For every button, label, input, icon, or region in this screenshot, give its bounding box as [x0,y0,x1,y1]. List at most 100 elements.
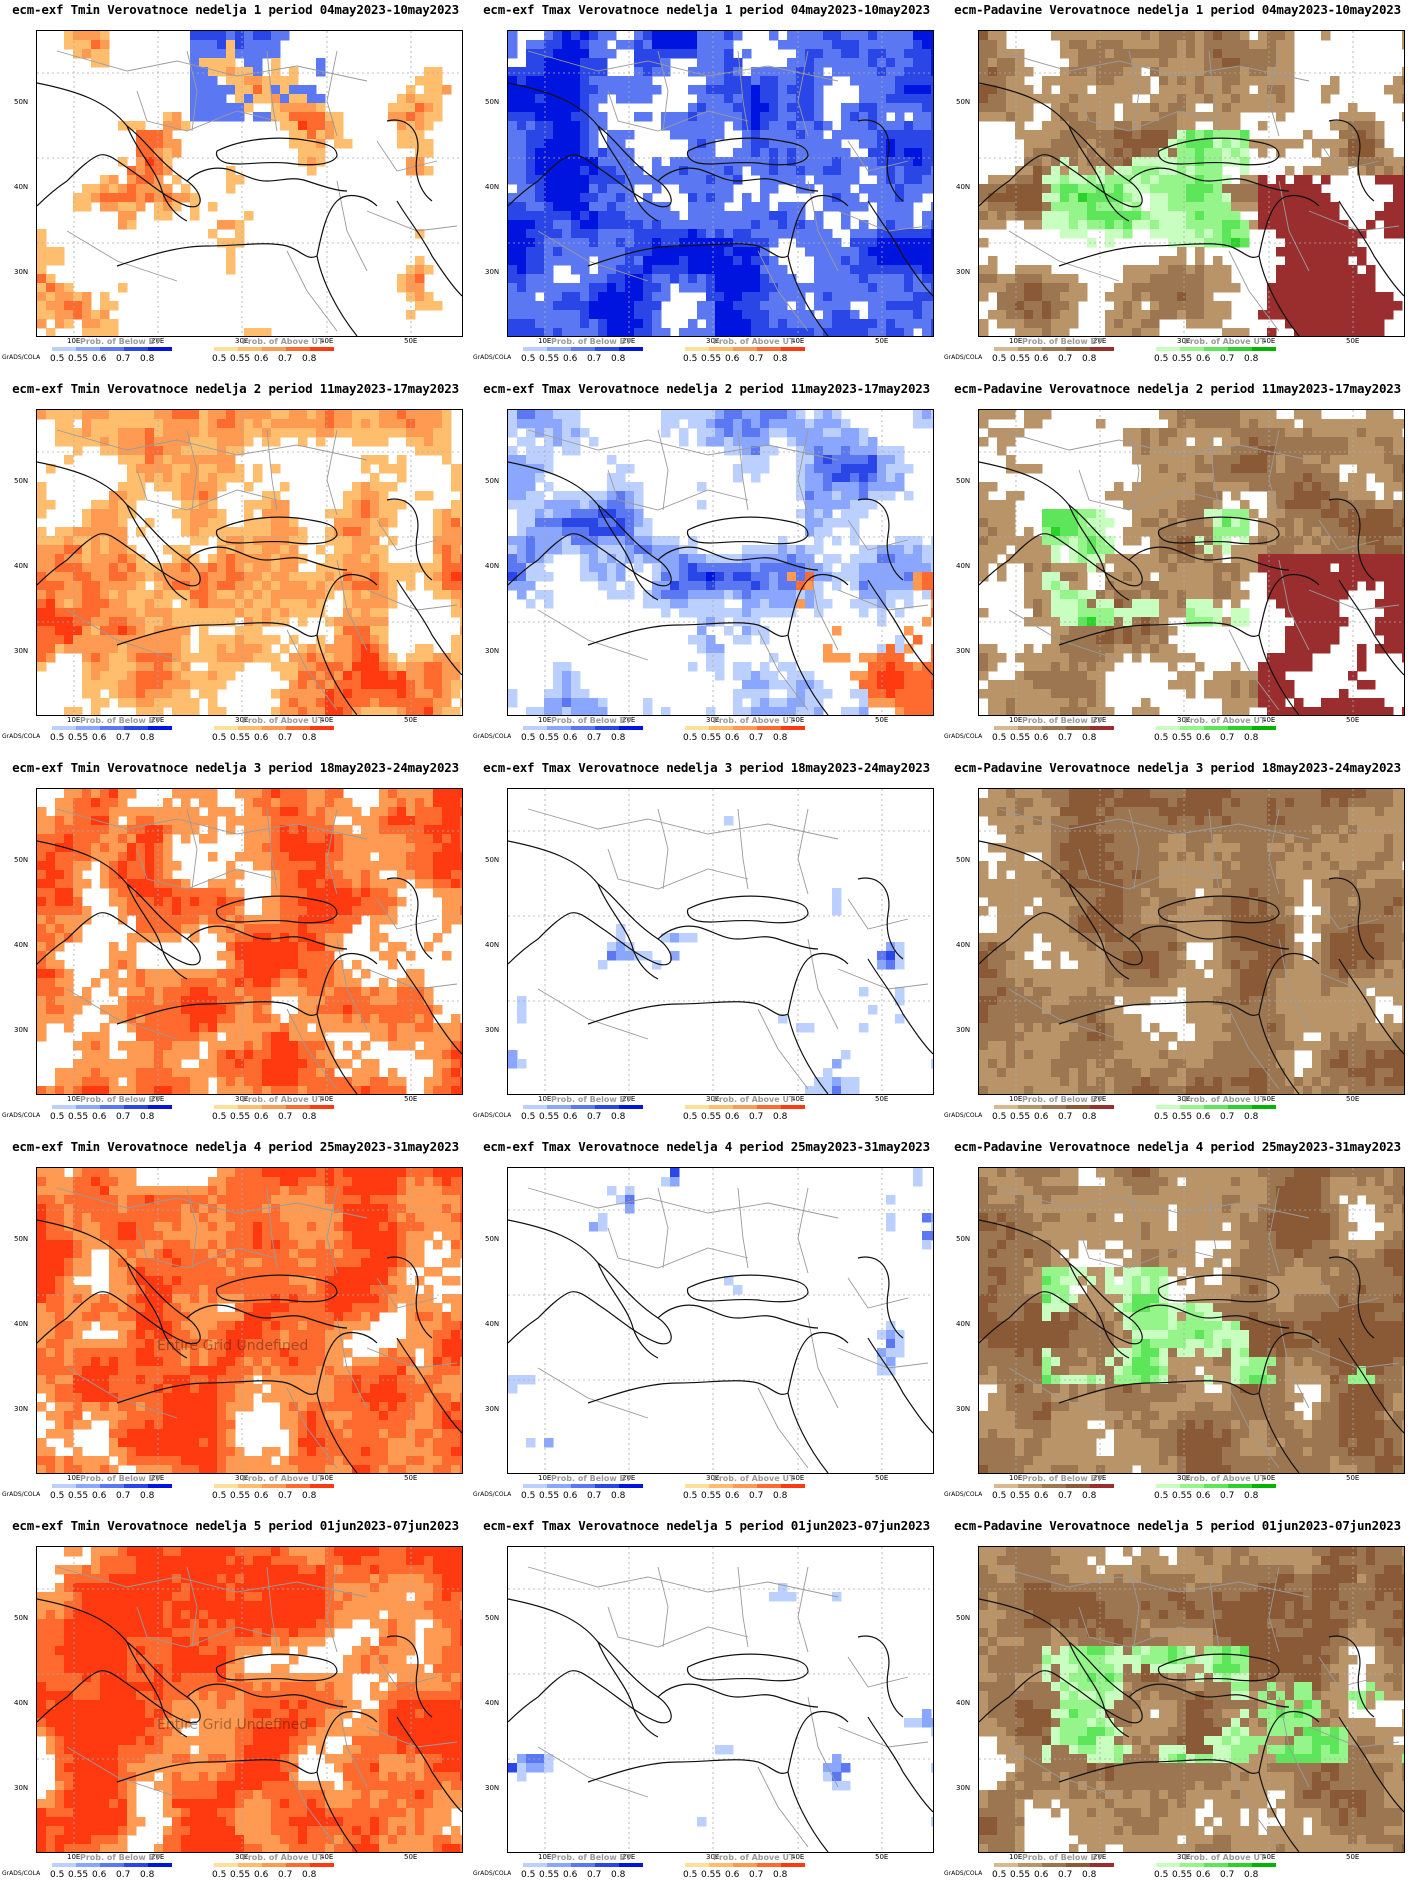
legend-above-swatch [757,1863,781,1867]
grads-credit: GrADS/COLA [2,733,41,740]
probability-map [37,31,462,336]
legend-below-tick: 0.55 [539,354,560,364]
legend-below-tick: 0.8 [611,1112,626,1122]
legend-above-colorbar [685,1863,805,1867]
lon-label: 40E [791,337,805,345]
legend-below-swatch [523,726,547,730]
lon-label: 20E [151,1474,165,1482]
legend-above-tick: 0.6 [725,1112,740,1122]
legend-below-tick: 0.5 [521,1870,536,1880]
legend-above-swatch [781,1484,805,1488]
probability-map [979,1547,1404,1852]
legend-above: Prob. of Above UT 0.5 0.55 0.6 0.7 0.8 [1154,1095,1286,1133]
legend-above-swatch [1228,347,1252,351]
lat-label: 30N [485,268,500,276]
legend-above-swatch [262,1105,286,1109]
legend-above-swatch [1228,1105,1252,1109]
legend-below: Prob. of Below BT 0.5 0.55 0.6 0.7 0.8 [50,716,182,754]
graticule [37,31,462,336]
legend-above-title: Prob. of Above UT [1184,1853,1266,1862]
map-frame [978,409,1405,716]
legend-above-swatch [685,347,709,351]
legend-below-swatch [124,1105,148,1109]
legend-below-swatch [619,726,643,730]
legend-above-swatch [286,1863,310,1867]
legend-above-tick: 0.5 [1154,1870,1169,1880]
legend-below-tick: 0.6 [563,733,578,743]
lon-label: 50E [1346,1474,1360,1482]
legend-above-tick: 0.6 [254,1491,269,1501]
probability-field [508,1583,933,1827]
legend-above-swatch [709,1105,733,1109]
legend-below-tick: 0.55 [539,1870,560,1880]
legend-below: Prob. of Below BT 0.5 0.55 0.6 0.7 0.8 [521,716,653,754]
lon-label: 20E [151,1853,165,1861]
legend-above-tick: 0.8 [773,354,788,364]
legend-above-tick: 0.8 [773,733,788,743]
legend-above-title: Prob. of Above UT [713,1853,795,1862]
legend-above-swatch [1252,347,1276,351]
legend-above-swatch [1180,1484,1204,1488]
lat-label: 50N [956,856,971,864]
legend-below-swatch [1018,1105,1042,1109]
map-panel: ecm-exf Tmin Verovatnoce nedelja 3 perio… [0,758,471,1137]
map-frame [978,1167,1405,1474]
lon-label: 30E [235,1474,249,1482]
map-panel: ecm-Padavine Verovatnoce nedelja 1 perio… [942,0,1413,379]
map-frame [36,788,463,1095]
map-panel: ecm-exf Tmax Verovatnoce nedelja 4 perio… [471,1137,942,1516]
lon-label: 20E [1093,1095,1107,1103]
lon-label: 10E [67,1095,81,1103]
legend-below-swatch [100,1484,124,1488]
legend-above-swatch [709,347,733,351]
lon-label: 20E [151,716,165,724]
legend-below-swatch [148,1484,172,1488]
map-frame: Entire Grid Undefined [36,1546,463,1853]
probability-map [979,410,1404,715]
legend-below-tick: 0.8 [140,1491,155,1501]
legend-above-swatch [733,347,757,351]
legend-below-tick: 0.6 [92,733,107,743]
lon-label: 10E [67,716,81,724]
legend-below-tick: 0.6 [563,1112,578,1122]
map-frame [507,30,934,337]
legend-above-swatch [1156,726,1180,730]
panel-title: ecm-Padavine Verovatnoce nedelja 2 perio… [954,381,1401,396]
legend-below-title: Prob. of Below BT [80,337,161,346]
legend-below-tick: 0.6 [92,354,107,364]
legend-below: Prob. of Below BT 0.5 0.55 0.6 0.7 0.8 [992,1095,1124,1133]
legend-below-tick: 0.7 [587,1112,602,1122]
legend-below-swatch [1042,1105,1066,1109]
legend-below-colorbar [523,1484,643,1488]
map-frame [507,1167,934,1474]
legend-above-swatch [733,726,757,730]
legend-above-title: Prob. of Above UT [713,1095,795,1104]
lat-label: 50N [485,856,500,864]
graticule [508,31,933,336]
legend-below-title: Prob. of Below BT [80,1474,161,1483]
legend-above-tick: 0.6 [254,354,269,364]
legend-below-swatch [571,1484,595,1488]
legend-below-colorbar [994,726,1114,730]
legend-below-swatch [1018,347,1042,351]
legend-below-colorbar [52,347,172,351]
probability-map [979,1168,1404,1473]
legend-above-tick: 0.8 [773,1491,788,1501]
legend-below-swatch [1066,726,1090,730]
lat-label: 40N [956,941,971,949]
legend-above-colorbar [1156,347,1276,351]
lon-label: 40E [320,337,334,345]
legend-below-tick: 0.8 [1082,354,1097,364]
legend-above-title: Prob. of Above UT [1184,716,1266,725]
lon-label: 40E [1262,1095,1276,1103]
map-panel: ecm-exf Tmax Verovatnoce nedelja 2 perio… [471,379,942,758]
legend-above-tick: 0.6 [254,733,269,743]
legend-above-colorbar [1156,1105,1276,1109]
legend-above-swatch [757,347,781,351]
legend-below-swatch [547,1105,571,1109]
lat-label: 40N [956,1699,971,1707]
grads-credit: GrADS/COLA [473,733,512,740]
legend-above-swatch [757,1484,781,1488]
legend-below-swatch [1066,347,1090,351]
legend-below-tick: 0.55 [68,1870,89,1880]
